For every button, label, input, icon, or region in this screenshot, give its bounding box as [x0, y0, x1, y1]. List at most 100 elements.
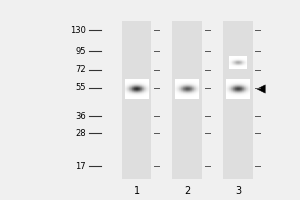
Bar	[238, 56, 239, 57]
Bar	[247, 91, 248, 92]
Bar	[187, 86, 188, 87]
Bar	[145, 96, 146, 97]
Bar	[244, 64, 245, 65]
Bar	[243, 56, 244, 57]
Bar	[178, 91, 179, 92]
Bar	[138, 84, 139, 85]
Bar	[130, 84, 131, 85]
Bar	[138, 82, 139, 83]
Bar	[230, 66, 231, 67]
Bar	[245, 65, 246, 66]
Bar	[229, 67, 230, 68]
Bar	[198, 79, 199, 80]
Bar	[143, 90, 144, 91]
Bar	[180, 83, 181, 84]
Bar	[126, 89, 127, 90]
Bar	[231, 87, 232, 88]
Bar	[229, 94, 230, 95]
Bar	[192, 82, 193, 83]
Bar	[193, 95, 194, 96]
Bar	[180, 98, 181, 99]
Bar	[237, 84, 238, 85]
Bar	[130, 80, 131, 81]
Bar	[237, 95, 238, 96]
Bar	[190, 84, 191, 85]
Bar	[239, 62, 240, 63]
Bar	[245, 84, 246, 85]
Bar	[235, 61, 236, 62]
Bar	[186, 79, 187, 80]
Bar	[143, 95, 144, 96]
Bar	[176, 95, 177, 96]
Bar	[231, 60, 232, 61]
Bar	[179, 80, 180, 81]
Bar	[142, 80, 143, 81]
Bar	[145, 81, 146, 82]
Bar	[183, 81, 184, 82]
Bar	[229, 63, 230, 64]
Bar	[236, 93, 237, 94]
Bar	[138, 92, 139, 93]
Bar	[194, 86, 195, 87]
Bar	[245, 81, 246, 82]
Bar	[198, 92, 199, 93]
Bar	[195, 86, 196, 87]
Bar	[197, 82, 198, 83]
Bar	[241, 93, 242, 94]
Bar	[129, 85, 130, 86]
Bar	[132, 81, 133, 82]
Bar	[235, 62, 236, 63]
Bar	[233, 95, 234, 96]
Bar	[138, 95, 139, 96]
Bar	[238, 97, 239, 98]
Text: 36: 36	[75, 112, 86, 121]
Bar	[235, 89, 236, 90]
Bar	[234, 82, 235, 83]
Bar	[245, 91, 246, 92]
Bar	[183, 89, 184, 90]
Bar	[244, 88, 245, 89]
Bar	[178, 95, 179, 96]
Bar	[238, 89, 239, 90]
Bar	[227, 91, 228, 92]
Bar	[177, 96, 178, 97]
Bar	[246, 82, 247, 83]
Bar	[195, 82, 196, 83]
Bar	[182, 94, 183, 95]
Bar	[176, 82, 177, 83]
Bar	[246, 79, 247, 80]
Bar	[176, 85, 177, 86]
Bar	[133, 87, 134, 88]
Bar	[246, 97, 247, 98]
Bar	[135, 81, 136, 82]
Bar	[244, 85, 245, 86]
Bar	[229, 79, 230, 80]
Bar	[242, 95, 243, 96]
Bar	[133, 86, 134, 87]
Bar	[136, 86, 137, 87]
Bar	[191, 83, 192, 84]
Bar	[238, 65, 239, 66]
Bar	[244, 56, 245, 57]
Bar	[228, 83, 229, 84]
Bar	[239, 63, 240, 64]
Bar	[142, 95, 143, 96]
Bar	[133, 96, 134, 97]
Bar	[176, 80, 177, 81]
Bar	[236, 84, 237, 85]
Bar	[178, 85, 179, 86]
Bar	[131, 79, 132, 80]
Bar	[229, 85, 230, 86]
Bar	[230, 96, 231, 97]
Bar	[242, 92, 243, 93]
Bar	[246, 83, 247, 84]
Bar	[176, 93, 177, 94]
Bar	[186, 87, 187, 88]
Bar	[243, 93, 244, 94]
Bar	[249, 86, 250, 87]
Bar	[246, 95, 247, 96]
Bar	[198, 81, 199, 82]
Bar	[132, 97, 133, 98]
Bar	[244, 79, 245, 80]
Bar	[128, 90, 129, 91]
